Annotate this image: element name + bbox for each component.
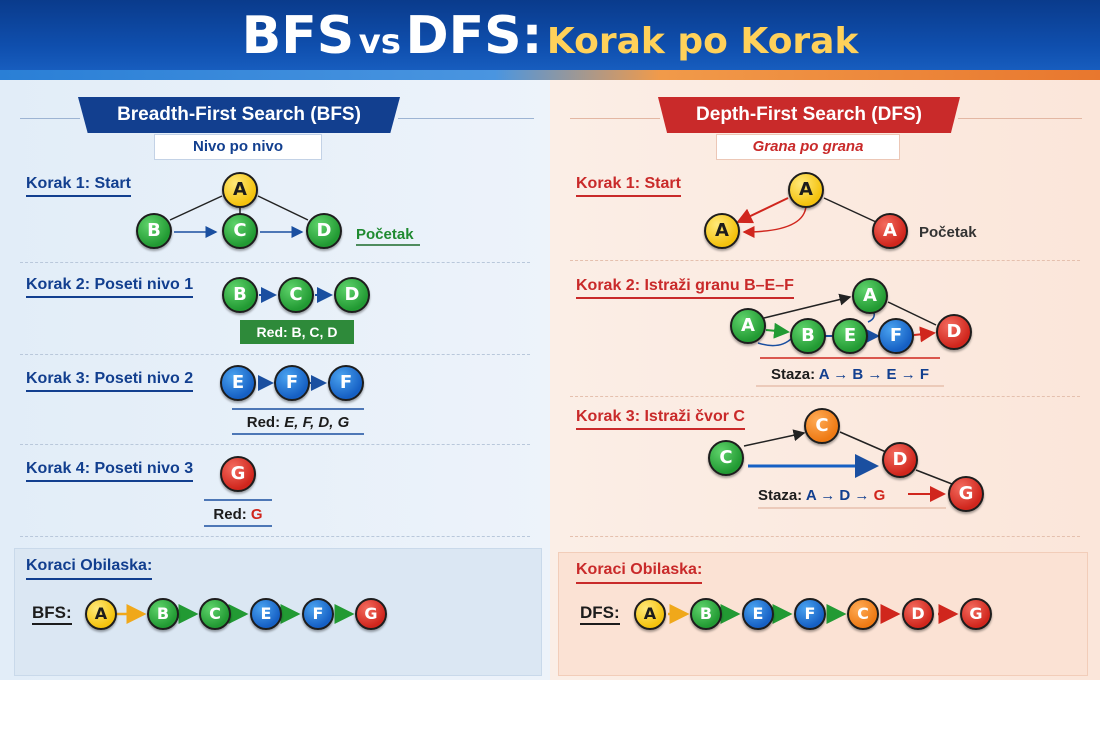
page-title: BFS vs DFS: Korak po Korak [0,6,1100,66]
queue-prefix: Red: [213,506,247,523]
dfs-sequence-label: DFS: [580,603,620,625]
dfs-seq-node: A [634,598,666,630]
path-value: A → B → E → F [818,366,930,383]
step-separator [570,396,1080,397]
dfs-node-g: G [948,476,984,512]
bfs-step-4: Korak 4: Poseti nivo 3 [26,460,194,482]
dfs-node-a: A [872,213,908,249]
bottom-margin [0,680,1100,733]
bfs-seq-node: F [302,598,334,630]
step-separator [20,536,530,537]
dfs-node-c: C [708,440,744,476]
dfs-seq-node: D [902,598,934,630]
bfs-seq-node: A [85,598,117,630]
dfs-node-d: D [936,314,972,350]
dfs-step-3: Korak 3: Istraži čvor C [576,408,745,430]
header-stripe [0,70,1100,80]
dfs-seq-node: C [847,598,879,630]
dfs-node-a: A [852,278,888,314]
bfs-step-3: Korak 3: Poseti nivo 2 [26,370,194,392]
dfs-summary-title: Koraci Obilaska: [576,561,703,584]
dfs-subtitle: Grana po grana [716,134,900,160]
dfs-seq-node: E [742,598,774,630]
dfs-banner: Depth-First Search (DFS) [658,97,960,133]
dfs-seq-node: B [690,598,722,630]
title-subtitle: Korak po Korak [546,21,859,62]
queue-prefix: Red: [246,414,281,431]
dfs-path-step-3: Staza: A → D → G [758,484,908,504]
dfs-step-2: Korak 2: Istraži granu B–E–F [576,277,794,299]
path-prefix: Staza: [770,366,816,383]
queue-value: G [250,506,263,523]
dfs-node-a: A [730,308,766,344]
header-bar [0,0,1100,78]
bfs-step-1: Korak 1: Start [26,175,131,197]
bfs-node-g: G [220,456,256,492]
bfs-seq-node: G [355,598,387,630]
bfs-node-c: C [278,277,314,313]
banner-rule [958,118,1082,119]
bfs-node-d: D [306,213,342,249]
dfs-path-step-2: Staza: A → B → E → F [756,363,944,383]
dfs-seq-node: G [960,598,992,630]
bfs-queue-step-3: Red: E, F, D, G [232,410,364,431]
dfs-node-e: E [832,318,868,354]
step-separator [20,444,530,445]
bfs-step-2: Korak 2: Poseti nivo 1 [26,276,194,298]
dfs-node-a: A [788,172,824,208]
title-dfs: DFS: [405,6,543,66]
bfs-sequence-label: BFS: [32,603,72,625]
dfs-node-d: D [882,442,918,478]
dfs-start-label: Početak [919,224,977,241]
bfs-node-b: B [222,277,258,313]
path-value: A → D → [805,487,870,504]
bfs-node-f: F [328,365,364,401]
bfs-node-f: F [274,365,310,401]
bfs-node-d: D [334,277,370,313]
bfs-node-c: C [222,213,258,249]
banner-rule [570,118,660,119]
bfs-node-e: E [220,365,256,401]
dfs-node-b: B [790,318,826,354]
dfs-step-1: Korak 1: Start [576,175,681,197]
step-separator [20,354,530,355]
dfs-node-a: A [704,213,740,249]
dfs-step-2-label: Korak 2: Istraži granu [576,277,740,294]
banner-rule [398,118,534,119]
path-value-end: G [873,487,886,504]
path-prefix: Staza: [758,487,803,504]
step-separator [20,262,530,263]
banner-rule [20,118,80,119]
step-separator [570,260,1080,261]
dfs-node-c: C [804,408,840,444]
bfs-subtitle: Nivo po nivo [154,134,322,160]
step-separator [570,536,1080,537]
dfs-seq-node: F [794,598,826,630]
queue-value: E, F, D, G [284,414,350,431]
bfs-seq-node: C [199,598,231,630]
bfs-summary-title: Koraci Obilaska: [26,557,153,580]
bfs-node-a: A [222,172,258,208]
bfs-node-b: B [136,213,172,249]
bfs-start-label: Početak [356,226,414,243]
bfs-seq-node: B [147,598,179,630]
dfs-node-f: F [878,318,914,354]
bfs-queue-step-4: Red: G [204,502,272,523]
bfs-seq-node: E [250,598,282,630]
bfs-banner: Breadth-First Search (BFS) [78,97,400,133]
title-vs: vs [358,22,402,62]
dfs-step-2-branch: B–E–F [744,277,794,294]
bfs-queue-step-2: Red: B, C, D [240,320,354,344]
title-bfs: BFS [241,6,355,66]
